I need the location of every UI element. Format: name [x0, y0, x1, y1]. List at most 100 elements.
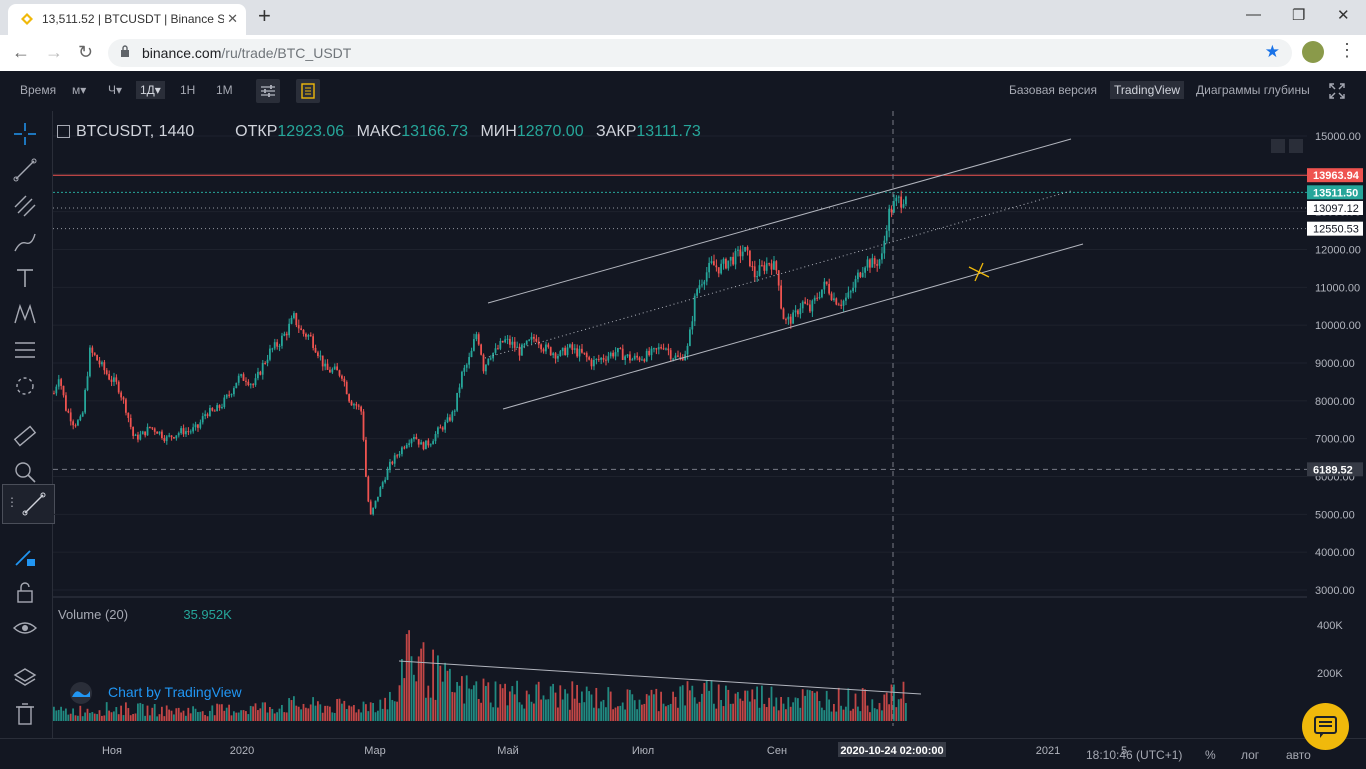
- candle-body: [194, 424, 197, 428]
- browser-menu-icon[interactable]: ⋮: [1338, 40, 1356, 60]
- candle-body: [564, 347, 566, 356]
- candle-body: [425, 440, 427, 450]
- candle-body: [696, 289, 698, 296]
- volume-bar: [175, 708, 178, 721]
- volume-bar: [713, 703, 715, 721]
- interval-week[interactable]: 1Н: [180, 83, 196, 97]
- window-close-icon[interactable]: ✕: [1337, 7, 1350, 24]
- chat-icon: [1314, 716, 1337, 738]
- trend-line-icon[interactable]: [12, 157, 38, 183]
- volume-bar: [324, 705, 326, 721]
- pattern-icon[interactable]: [12, 301, 38, 327]
- back-icon[interactable]: ←: [12, 42, 30, 62]
- volume-bar: [773, 706, 775, 721]
- minimize-icon[interactable]: —: [1246, 6, 1261, 23]
- volume-bar: [693, 697, 696, 721]
- interval-hours[interactable]: Ч▾: [108, 83, 123, 97]
- candle-body: [789, 316, 792, 324]
- interval-minutes[interactable]: м▾: [72, 83, 87, 97]
- volume-bar: [869, 712, 871, 721]
- price-chart[interactable]: [53, 111, 1307, 738]
- volume-bar: [530, 701, 533, 721]
- volume-bar: [101, 715, 103, 721]
- time-label[interactable]: Время: [20, 83, 57, 97]
- templates-icon[interactable]: [296, 79, 320, 103]
- price-axis[interactable]: 15000.0014000.0013000.0012000.0011000.00…: [1307, 111, 1366, 738]
- volume-bar: [209, 710, 211, 721]
- favorite-tool-popup[interactable]: ⋮: [2, 484, 55, 524]
- percent-toggle[interactable]: %: [1205, 748, 1216, 762]
- candle-body: [398, 454, 401, 456]
- tab-close-icon[interactable]: ✕: [227, 11, 238, 26]
- candle-body: [811, 300, 814, 312]
- volume-bar: [170, 710, 173, 721]
- candle-body: [307, 334, 310, 337]
- candle-body: [720, 263, 722, 274]
- volume-bar: [60, 706, 62, 721]
- volume-bar: [307, 708, 310, 721]
- view-tradingview[interactable]: TradingView: [1110, 81, 1185, 99]
- eye-icon[interactable]: [12, 615, 38, 641]
- candle-body: [120, 392, 122, 398]
- text-icon[interactable]: [12, 265, 38, 291]
- candle-body: [816, 297, 818, 299]
- log-toggle[interactable]: лог: [1241, 748, 1260, 762]
- volume-bar: [165, 705, 168, 721]
- layers-icon[interactable]: [12, 665, 38, 691]
- candle-body: [753, 266, 756, 278]
- brush-icon[interactable]: [12, 229, 38, 255]
- drag-handle-icon[interactable]: ⋮: [6, 495, 18, 509]
- candle-body: [854, 279, 857, 288]
- candle-body: [158, 431, 161, 434]
- view-basic[interactable]: Базовая версия: [1009, 83, 1097, 97]
- volume-bar: [749, 701, 751, 721]
- url-input[interactable]: binance.com/ru/trade/BTC_USDT ★: [108, 39, 1292, 67]
- unlock-icon[interactable]: [12, 579, 38, 605]
- chart-pane[interactable]: BTCUSDT, 1440 ОТКР12923.06 МАКС13166.73 …: [53, 111, 1307, 738]
- chat-button[interactable]: [1302, 703, 1349, 750]
- volume-bar: [732, 703, 734, 721]
- candle-body: [211, 407, 214, 411]
- candle-body: [281, 335, 283, 346]
- bookmark-star-icon[interactable]: ★: [1264, 42, 1280, 61]
- chart-by-tradingview[interactable]: Chart by TradingView: [108, 684, 242, 700]
- volume-bar: [228, 704, 230, 721]
- volume-bar: [845, 706, 847, 721]
- volume-bar: [650, 689, 653, 721]
- crosshair-icon[interactable]: [12, 121, 38, 147]
- magnet-lock-icon[interactable]: [12, 543, 38, 569]
- candle-body: [204, 414, 206, 417]
- collapse-icon[interactable]: [57, 125, 70, 139]
- pitchfork-icon[interactable]: [12, 193, 38, 219]
- browser-tab[interactable]: 13,511.52 | BTCUSDT | Binance Sp ✕: [8, 4, 246, 35]
- volume-bar: [245, 711, 247, 721]
- auto-toggle[interactable]: авто: [1286, 748, 1311, 762]
- view-depth[interactable]: Диаграммы глубины: [1196, 83, 1310, 97]
- candle-body: [715, 265, 718, 268]
- indicators-icon[interactable]: [256, 79, 280, 103]
- interval-day[interactable]: 1Д▾: [136, 81, 165, 99]
- ruler-icon[interactable]: [12, 423, 38, 449]
- new-tab-icon[interactable]: +: [258, 3, 271, 28]
- line-tool-icon[interactable]: [21, 491, 47, 517]
- volume-bar: [494, 681, 497, 721]
- candle-body: [221, 407, 223, 409]
- interval-month[interactable]: 1М: [216, 83, 233, 97]
- trash-icon[interactable]: [12, 701, 38, 727]
- avatar[interactable]: [1302, 41, 1324, 63]
- candle-body: [859, 272, 862, 277]
- forward-icon[interactable]: →: [45, 42, 63, 62]
- reload-icon[interactable]: ↻: [78, 42, 94, 62]
- prediction-icon[interactable]: [12, 337, 38, 363]
- gann-icon[interactable]: [12, 373, 38, 399]
- volume-bar: [686, 681, 689, 721]
- candle-body: [86, 376, 89, 390]
- fullscreen-icon[interactable]: [1329, 83, 1345, 99]
- volume-bar: [871, 699, 874, 721]
- maximize-icon[interactable]: ❐: [1292, 7, 1306, 24]
- candle-body: [374, 500, 377, 508]
- zoom-icon[interactable]: [12, 459, 38, 485]
- volume-bar: [770, 686, 773, 721]
- volume-bar: [641, 704, 643, 721]
- candle-body: [365, 439, 367, 477]
